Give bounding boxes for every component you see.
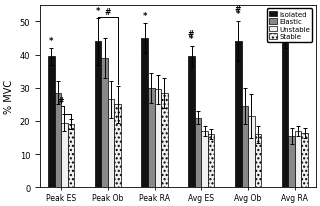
Bar — [114, 105, 121, 187]
Bar — [301, 133, 308, 187]
Text: *: * — [283, 17, 287, 26]
Text: *: * — [142, 12, 147, 21]
Bar — [208, 135, 214, 187]
Text: *: * — [96, 7, 100, 16]
Bar — [108, 100, 114, 187]
Bar — [288, 136, 295, 187]
Bar — [148, 88, 155, 187]
Bar — [141, 39, 148, 187]
Bar — [95, 42, 101, 187]
Bar — [61, 123, 68, 187]
Bar — [242, 107, 248, 187]
Bar — [282, 39, 288, 187]
Text: #: # — [105, 8, 111, 17]
Y-axis label: % MVC: % MVC — [4, 80, 14, 114]
Bar — [235, 42, 242, 187]
Text: #: # — [235, 5, 241, 14]
Bar — [161, 93, 168, 187]
Bar — [155, 90, 161, 187]
Bar — [195, 118, 201, 187]
Text: #: # — [58, 97, 64, 106]
Bar — [295, 131, 301, 187]
Bar — [101, 59, 108, 187]
Text: *: * — [189, 35, 194, 44]
Bar — [248, 116, 255, 187]
Bar — [255, 135, 261, 187]
Text: #: # — [281, 12, 288, 21]
Text: *: * — [49, 36, 53, 46]
Bar — [54, 93, 61, 187]
Text: #: # — [188, 30, 194, 39]
Legend: Isolated, Elastic, Unstable, Stable: Isolated, Elastic, Unstable, Stable — [267, 9, 312, 42]
Bar — [201, 131, 208, 187]
Bar — [68, 125, 74, 187]
Bar — [48, 57, 54, 187]
Bar — [188, 57, 195, 187]
Text: *: * — [236, 10, 241, 19]
